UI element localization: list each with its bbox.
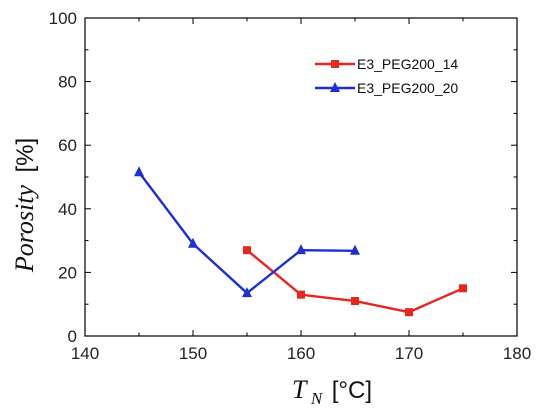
x-tick-label: 160 bbox=[287, 344, 315, 363]
y-axis-label: Porosity [%] bbox=[10, 138, 39, 273]
data-point bbox=[188, 237, 198, 248]
legend-marker bbox=[330, 82, 340, 92]
y-tick-label: 0 bbox=[68, 327, 77, 346]
y-tick-label: 80 bbox=[58, 73, 77, 92]
x-tick-label: 140 bbox=[71, 344, 99, 363]
legend-marker bbox=[331, 60, 339, 68]
y-tick-label: 60 bbox=[58, 136, 77, 155]
legend: E3_PEG200_14 E3_PEG200_20 bbox=[315, 56, 458, 96]
data-point bbox=[297, 290, 305, 299]
data-point bbox=[134, 166, 144, 177]
x-axis-label: T N [°C] bbox=[292, 375, 372, 408]
data-point bbox=[405, 308, 413, 317]
x-axis-unit: [°C] bbox=[332, 377, 372, 404]
legend-label: E3_PEG200_20 bbox=[357, 80, 458, 96]
legend-label: E3_PEG200_14 bbox=[357, 56, 458, 72]
x-axis-symbol: T bbox=[292, 375, 308, 404]
data-point bbox=[242, 287, 252, 298]
x-axis-subscript: N bbox=[310, 389, 324, 408]
x-tick-label: 180 bbox=[503, 344, 531, 363]
data-point bbox=[243, 246, 251, 255]
y-axis-unit: [%] bbox=[12, 138, 39, 173]
y-tick-label: 20 bbox=[58, 263, 77, 282]
x-tick-label: 170 bbox=[395, 344, 423, 363]
data-point bbox=[351, 297, 359, 306]
data-point bbox=[296, 244, 306, 255]
y-tick-label: 40 bbox=[58, 200, 77, 219]
x-tick-label: 150 bbox=[179, 344, 207, 363]
series-line bbox=[138, 171, 356, 295]
y-tick-label: 100 bbox=[49, 9, 77, 28]
data-point bbox=[459, 284, 467, 293]
series-E3_PEG200_14 bbox=[243, 246, 467, 317]
data-point bbox=[350, 244, 360, 255]
y-axis-symbol: Porosity bbox=[10, 185, 39, 274]
series-E3_PEG200_20 bbox=[134, 166, 360, 298]
